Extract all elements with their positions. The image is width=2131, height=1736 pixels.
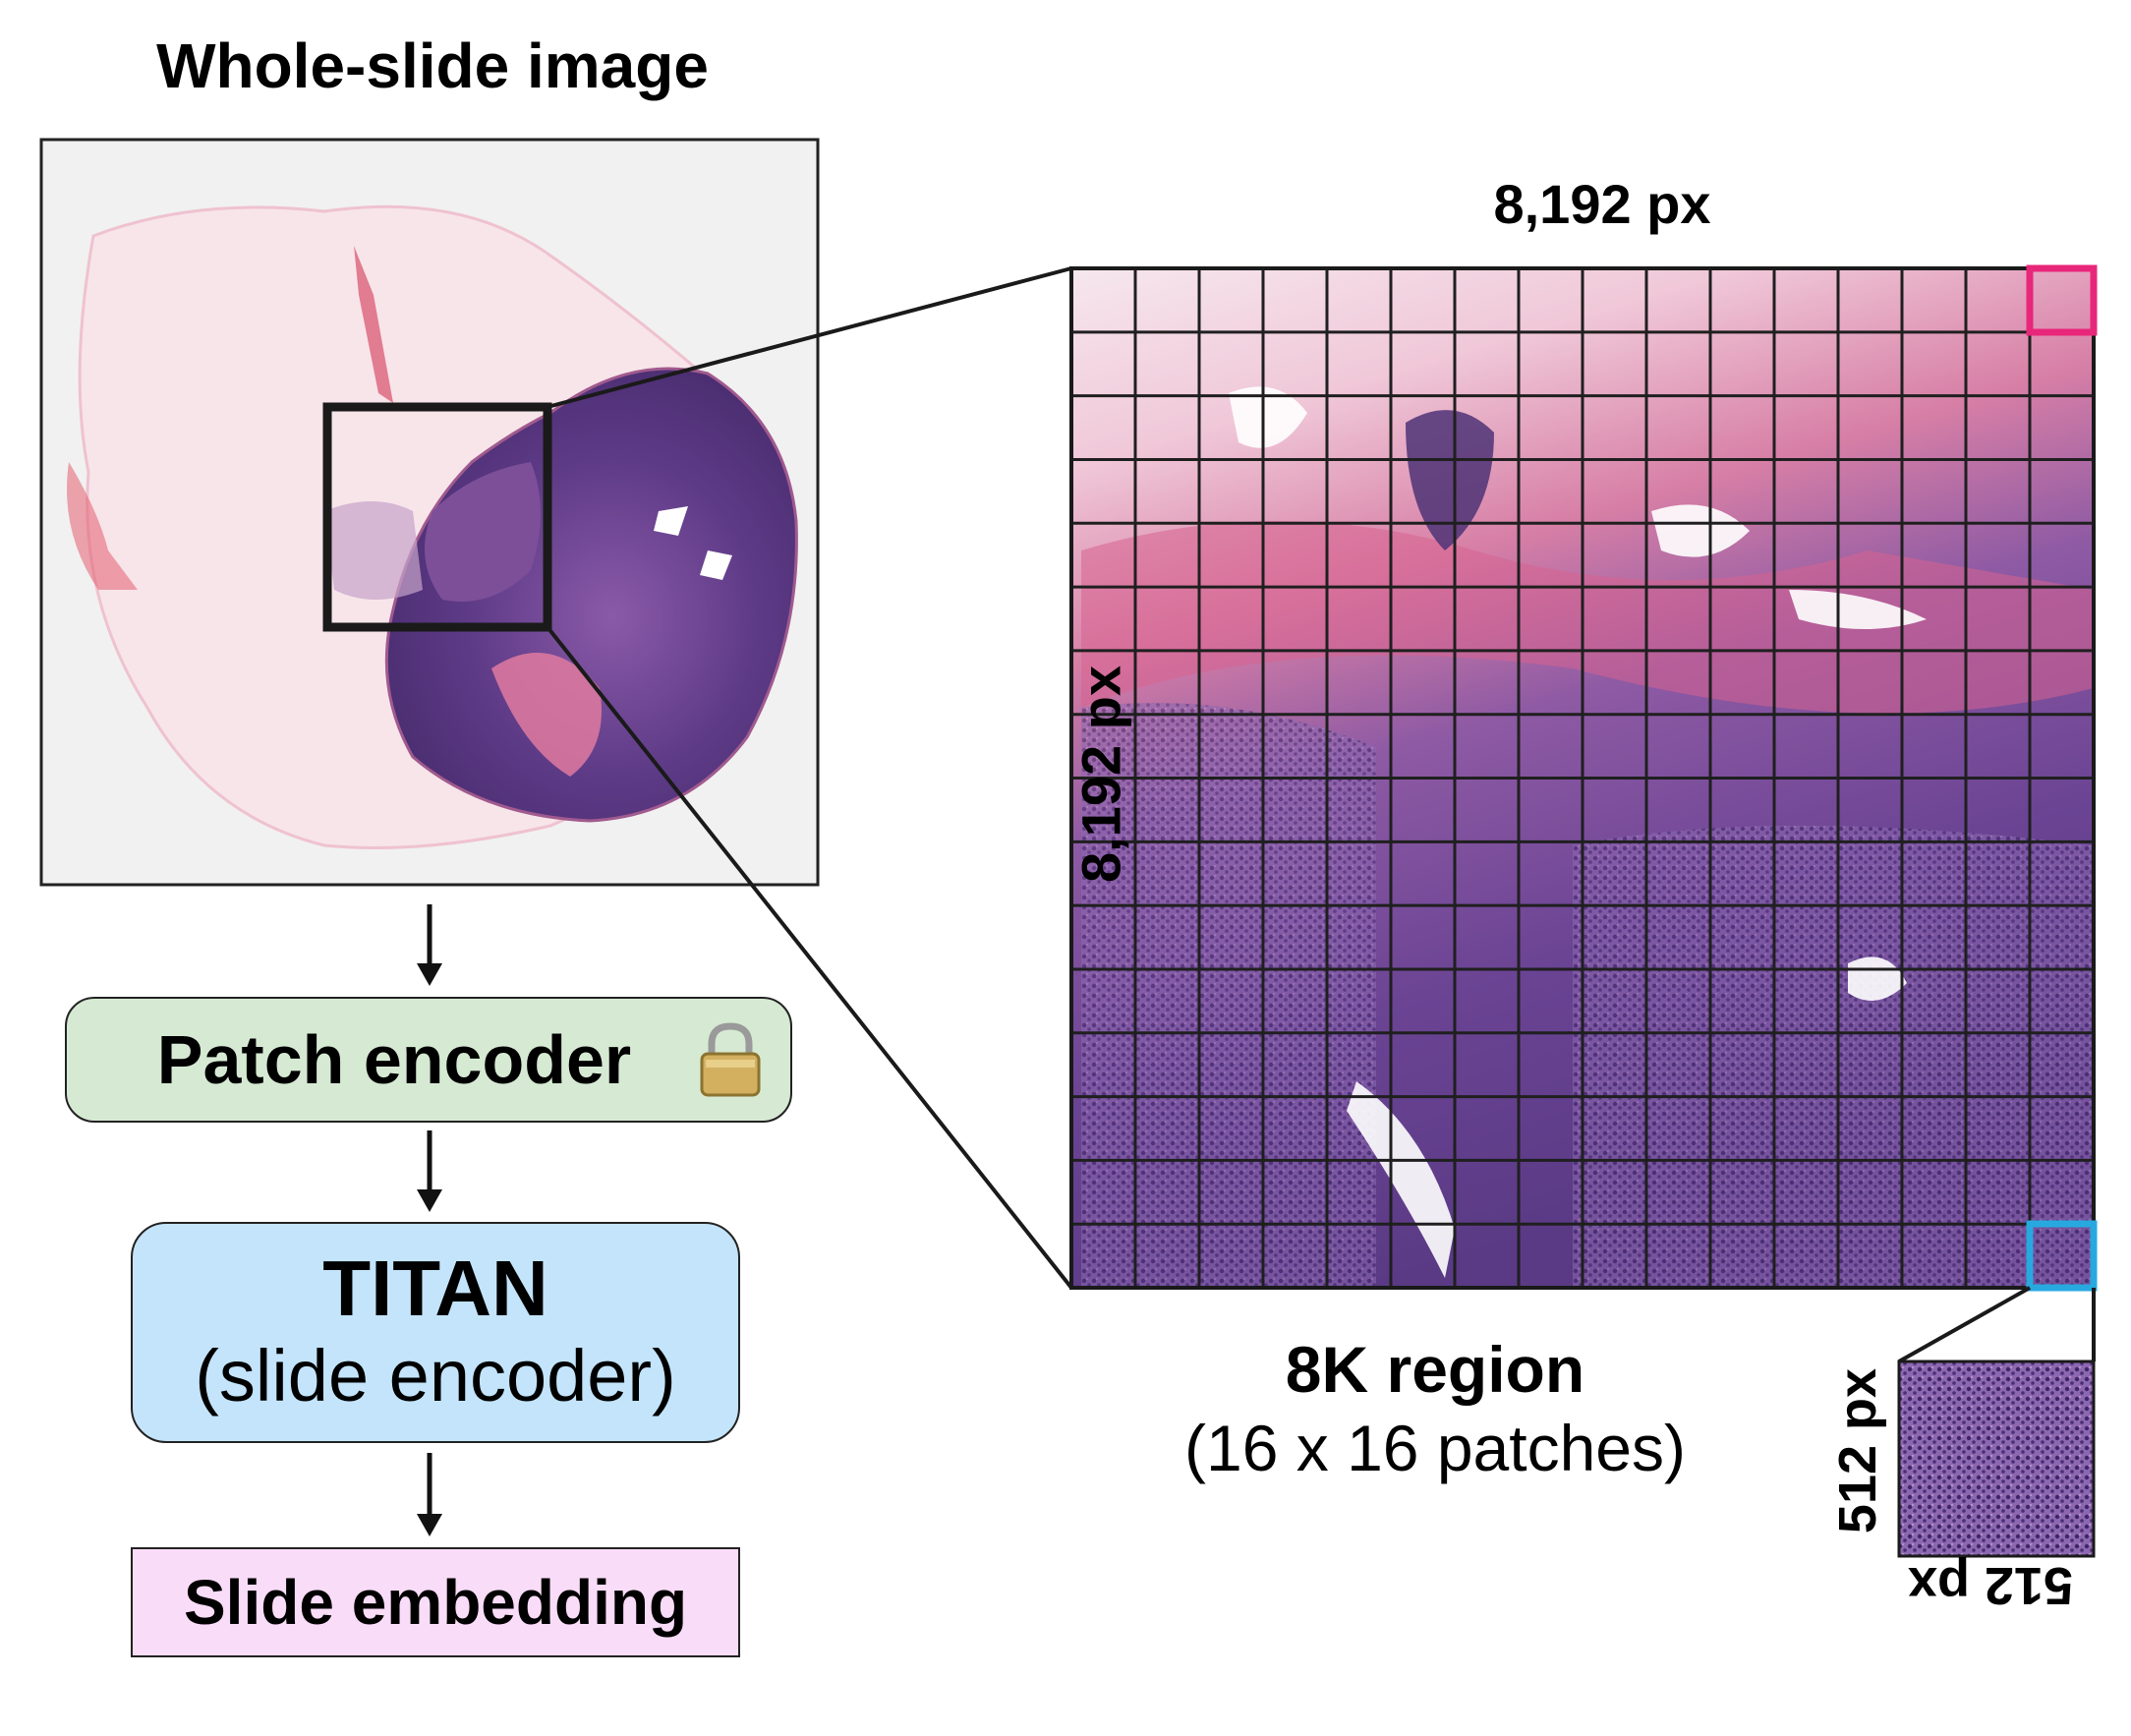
pipeline-arrows [417,904,442,1536]
wsi-roi-box [322,402,552,632]
slide-embedding-label: Slide embedding [183,1567,688,1638]
zoomed-patch [1897,1360,2096,1558]
region-subtitle: (16 x 16 patches) [1184,1412,1686,1484]
region-frame [1069,266,2096,1290]
titan-subtitle: (slide encoder) [195,1334,676,1417]
region-height-label: 8,192 px [1069,665,1132,884]
patch-zoom-line-left [1898,1286,2031,1363]
highlight-patch-top [2026,264,2098,336]
region-title: 8K region [1285,1333,1585,1406]
lock-icon [700,1022,761,1097]
patch-encoder-label: Patch encoder [156,1021,632,1098]
patch-encoder-box: Patch encoder [65,997,792,1123]
zoom-line-bottom [546,625,1073,1290]
wsi-title: Whole-slide image [156,30,709,101]
patch-bottom-label: 512 px [1907,1556,2074,1615]
region-patch-grid [1071,268,2094,1288]
patch-side-label: 512 px [1828,1367,1887,1534]
slide-embedding-box: Slide embedding [131,1547,740,1657]
titan-title: TITAN [322,1244,548,1332]
titan-box: TITAN (slide encoder) [131,1222,740,1443]
highlight-patch-bottom [2026,1220,2098,1292]
region-width-label: 8,192 px [1493,173,1711,235]
zoom-line-top [547,266,1072,409]
